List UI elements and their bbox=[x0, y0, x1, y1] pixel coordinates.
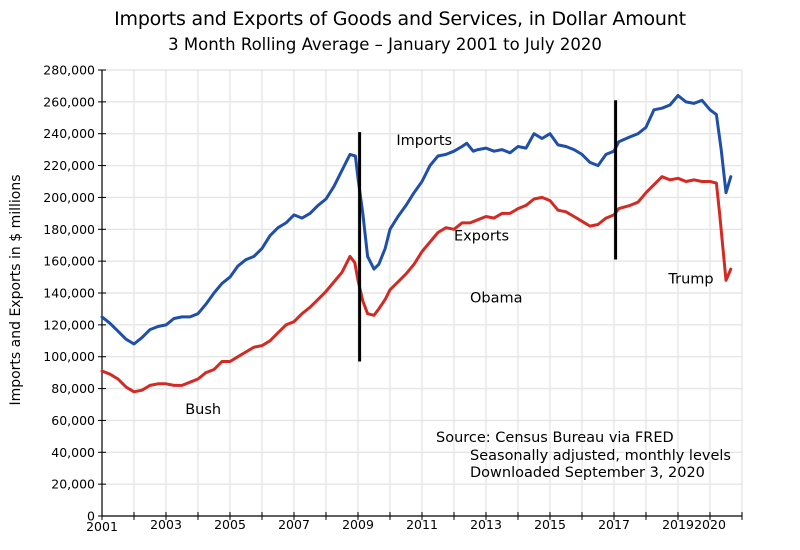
x-tick-label: 2013 bbox=[470, 517, 502, 532]
y-tick-label: 260,000 bbox=[43, 94, 95, 109]
obama-label: Obama bbox=[470, 291, 523, 307]
y-tick-label: 140,000 bbox=[43, 286, 95, 301]
x-tick-label: 2003 bbox=[150, 517, 182, 532]
source-note-line: Downloaded September 3, 2020 bbox=[470, 465, 705, 481]
source-note-line: Source: Census Bureau via FRED bbox=[436, 430, 674, 446]
imports-label: Imports bbox=[396, 133, 452, 149]
series-line-imports bbox=[100, 94, 733, 346]
y-tick-label: 220,000 bbox=[43, 158, 95, 173]
source-note-line: Seasonally adjusted, monthly levels bbox=[470, 448, 731, 464]
y-tick-label: 60,000 bbox=[51, 413, 95, 428]
y-tick-label: 120,000 bbox=[43, 317, 95, 332]
bush-label: Bush bbox=[185, 402, 221, 418]
y-tick-label: 80,000 bbox=[51, 381, 95, 396]
series-line-exports bbox=[100, 175, 733, 394]
y-tick-label: 20,000 bbox=[51, 477, 95, 492]
x-tick-label: 2017 bbox=[598, 517, 630, 532]
x-tick-label: 2015 bbox=[534, 517, 566, 532]
x-tick-label: 2005 bbox=[214, 517, 246, 532]
exports-label: Exports bbox=[454, 228, 509, 244]
y-tick-label: 0 bbox=[87, 509, 95, 524]
y-tick-label: 40,000 bbox=[51, 445, 95, 460]
x-tick-label: 2019 bbox=[662, 517, 694, 532]
x-tick-label: 2007 bbox=[278, 517, 310, 532]
y-tick-label: 200,000 bbox=[43, 190, 95, 205]
annotations: Imports Exports Bush Obama Trump Source: Cens… bbox=[185, 133, 731, 481]
grid-lines bbox=[102, 69, 743, 516]
x-tick-label: 2020 bbox=[694, 517, 726, 532]
term-markers bbox=[358, 100, 618, 362]
y-tick-label: 240,000 bbox=[43, 126, 95, 141]
axes: 0 20,000 40,000 60,000 80,000 100,000 120,000 1… bbox=[43, 63, 743, 534]
y-tick-label: 160,000 bbox=[43, 254, 95, 269]
chart-subtitle: 3 Month Rolling Average – January 2001 t… bbox=[168, 35, 602, 54]
y-tick-label: 100,000 bbox=[43, 349, 95, 364]
x-tick-label: 2009 bbox=[342, 517, 374, 532]
y-tick-label: 180,000 bbox=[43, 222, 95, 237]
chart-title: Imports and Exports of Goods and Service… bbox=[114, 8, 686, 30]
y-tick-label: 280,000 bbox=[43, 63, 95, 78]
trump-label: Trump bbox=[667, 271, 713, 287]
x-tick-label: 2001 bbox=[86, 519, 118, 534]
series-lines bbox=[100, 94, 733, 394]
x-tick-label: 2011 bbox=[406, 517, 438, 532]
